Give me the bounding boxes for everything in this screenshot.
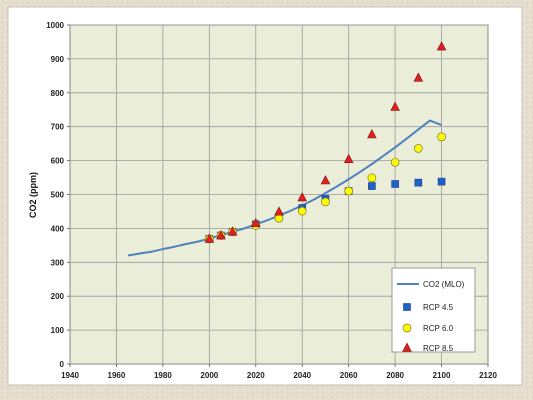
data-point (297, 192, 308, 202)
y-tick-label: 700 (51, 123, 65, 132)
grid (70, 24, 488, 364)
series-co2-mlo (127, 119, 442, 257)
data-point (216, 230, 226, 240)
series-line (127, 119, 442, 257)
x-tick-label: 1960 (108, 371, 126, 380)
legend-label: RCP 6.0 (423, 324, 454, 333)
y-tick-labels: 0 100 200 300 400 500 600 700 800 900 1000 (46, 21, 70, 369)
y-tick-label: 800 (51, 89, 65, 98)
data-point (320, 175, 331, 185)
data-point (321, 197, 330, 207)
data-point (436, 41, 447, 51)
data-point (368, 182, 376, 190)
x-tick-label: 1980 (154, 371, 172, 380)
x-tick-label: 2120 (479, 371, 497, 380)
data-point (391, 180, 399, 188)
y-tick-label: 200 (51, 292, 65, 301)
x-tick-label: 1940 (61, 371, 79, 380)
legend-item-rcp-4-5: RCP 4.5 (403, 303, 454, 312)
legend-label: RCP 4.5 (423, 303, 454, 312)
x-tick-label: 2020 (247, 371, 265, 380)
legend-label: RCP 8.5 (423, 344, 454, 353)
x-tick-label: 2080 (386, 371, 404, 380)
y-tick-label: 0 (60, 360, 65, 369)
y-tick-label: 500 (51, 191, 65, 200)
data-point (437, 177, 446, 186)
x-tick-label: 2100 (433, 371, 451, 380)
data-point (390, 157, 400, 167)
legend-label: CO2 (MLO) (423, 280, 465, 289)
data-point (437, 132, 446, 142)
legend-item-rcp-8-5: RCP 8.5 (402, 342, 454, 353)
data-point (390, 101, 400, 111)
y-axis-label: CO2 (ppm) (28, 172, 38, 218)
data-point (204, 233, 215, 243)
y-tick-label: 100 (51, 326, 65, 335)
y-tick-label: 300 (51, 258, 65, 267)
series-rcp-8-5 (204, 41, 447, 243)
y-tick-label: 400 (51, 224, 65, 233)
x-tick-label: 2060 (340, 371, 358, 380)
y-tick-label: 600 (51, 157, 65, 166)
data-point (274, 206, 284, 216)
y-tick-label: 900 (51, 55, 65, 64)
data-point (344, 186, 354, 196)
data-point (343, 153, 354, 163)
legend-swatch (403, 303, 411, 311)
x-tick-labels: 1940 1960 1980 2000 2020 2040 2060 2080 2100 2120 (61, 364, 497, 380)
data-point (413, 72, 424, 82)
x-tick-label: 2000 (200, 371, 218, 380)
legend-swatch (402, 323, 412, 333)
legend-item-rcp-6-0: RCP 6.0 (402, 323, 454, 333)
data-point (227, 226, 238, 236)
data-point (414, 178, 423, 187)
series-layer (127, 41, 447, 257)
data-point (413, 144, 423, 153)
data-point (297, 206, 307, 216)
legend: CO2 (MLO) RCP 4.5 RCP 6.0 RCP 8.5 (391, 267, 476, 353)
x-tick-label: 2040 (293, 371, 311, 380)
legend-item-co2-mlo: CO2 (MLO) (397, 280, 465, 289)
data-point (367, 129, 377, 139)
legend-swatch (402, 342, 412, 352)
y-tick-label: 1000 (46, 21, 64, 30)
data-point (367, 173, 377, 183)
data-point (250, 217, 261, 228)
